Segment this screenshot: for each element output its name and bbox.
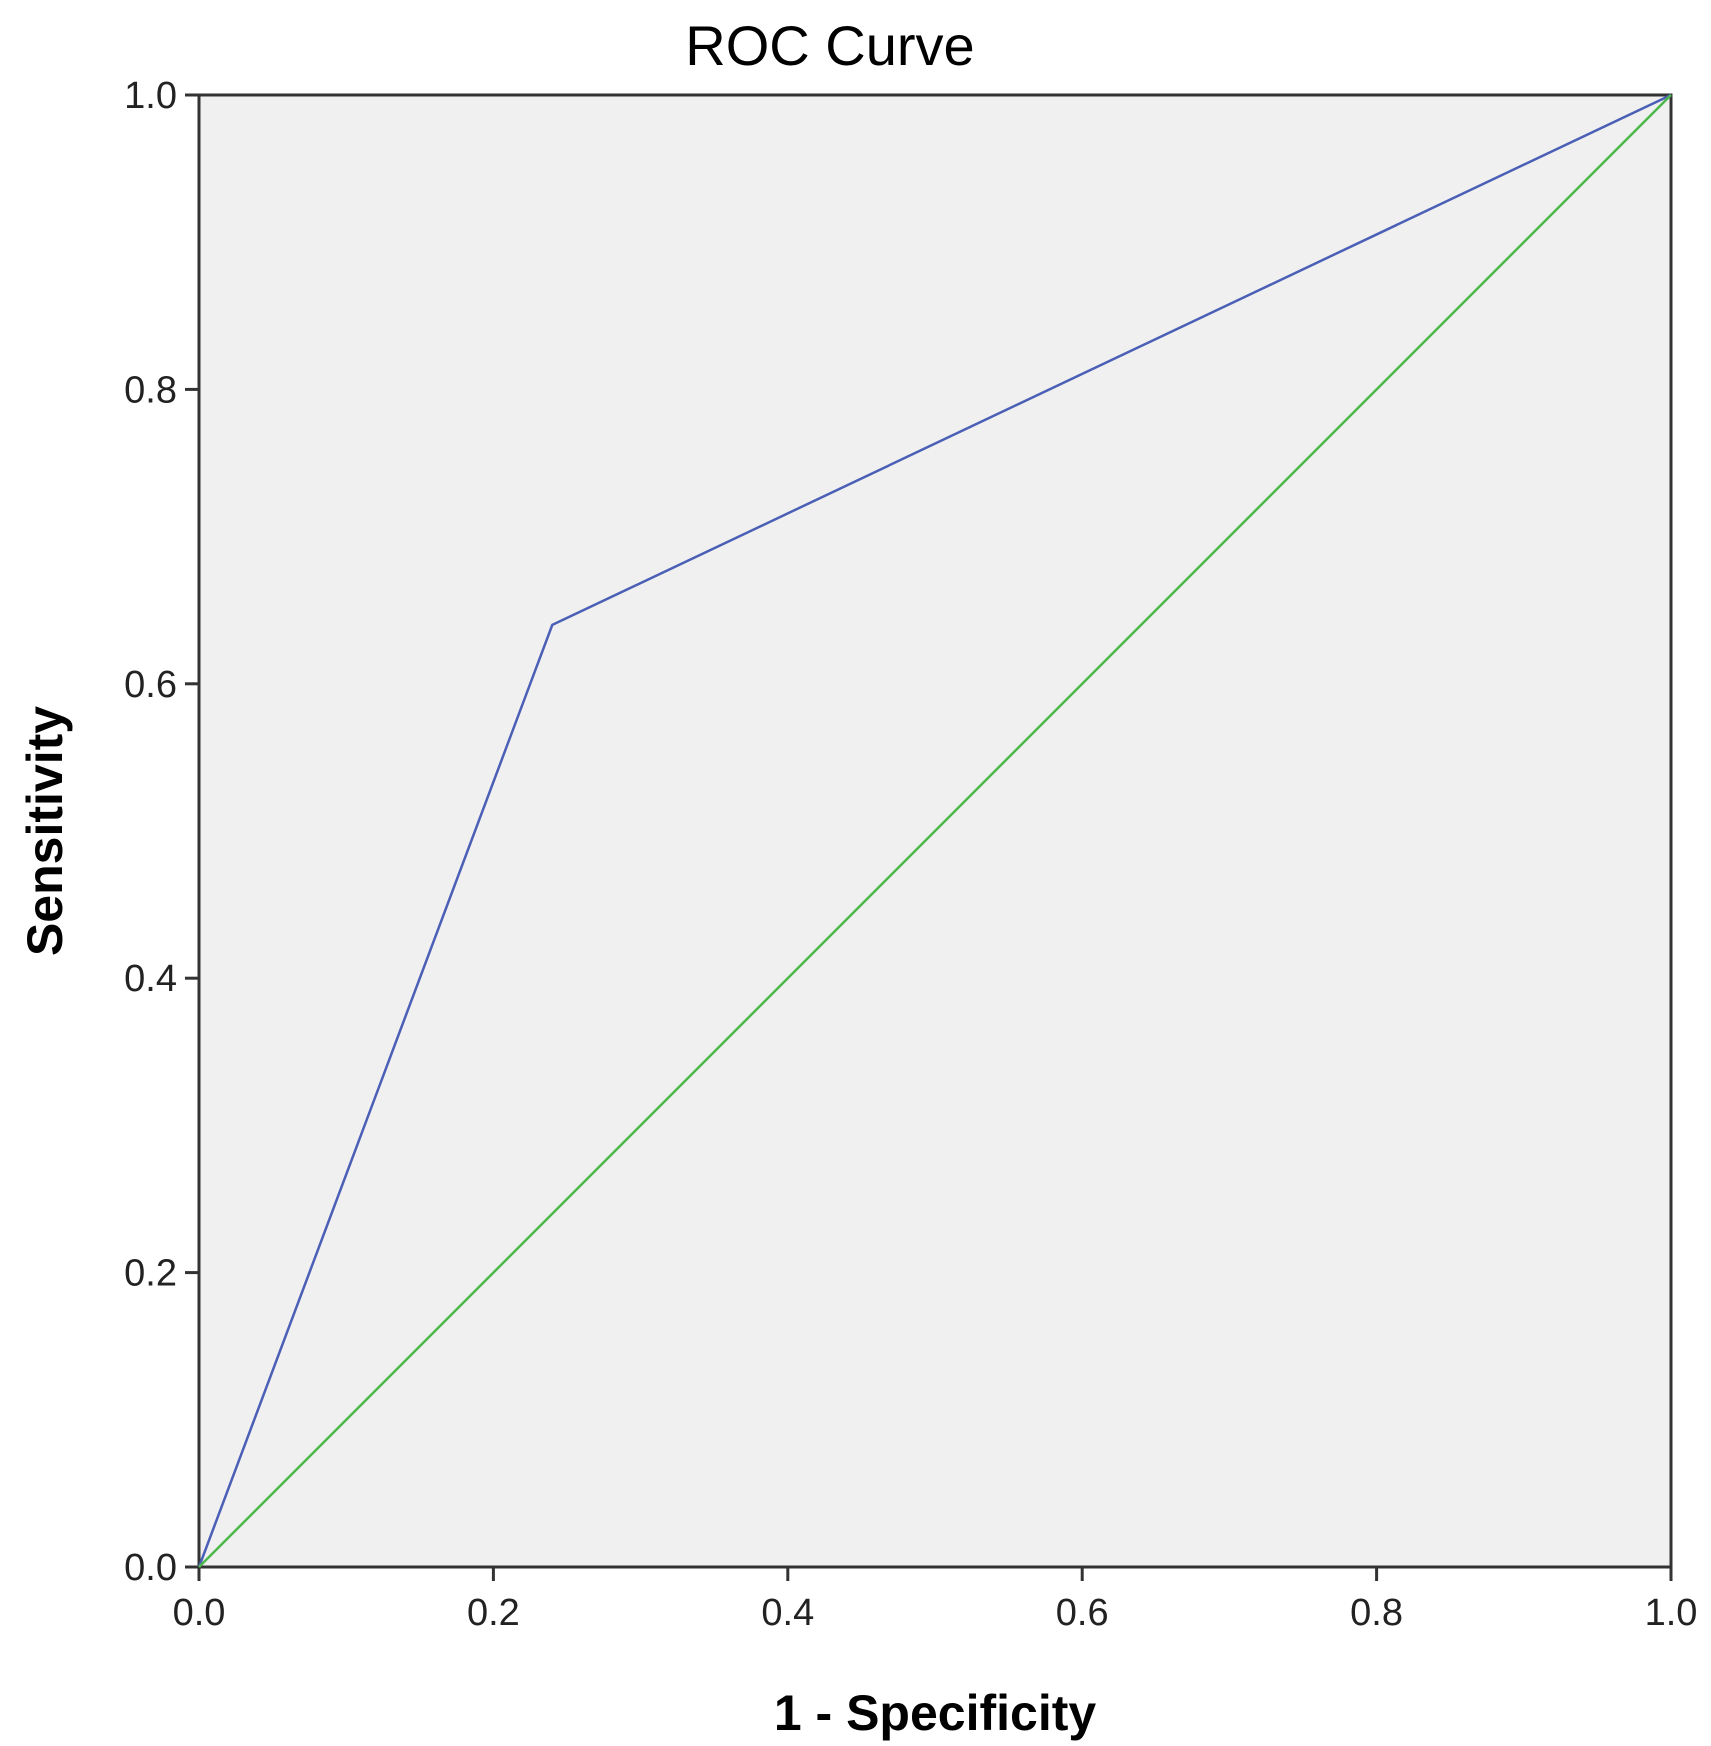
series-group bbox=[197, 93, 1672, 1568]
y-tick-label: 0.0 bbox=[124, 1547, 177, 1589]
y-tick-label: 0.8 bbox=[124, 369, 177, 411]
y-tick-label: 0.6 bbox=[124, 664, 177, 706]
x-axis-ticks: 0.0 0.2 0.4 0.6 0.8 1.0 bbox=[173, 1567, 1698, 1634]
x-tick-label: 0.4 bbox=[761, 1592, 814, 1634]
roc-curve-line bbox=[197, 93, 1672, 1568]
x-axis-label: 1 - Specificity bbox=[774, 1685, 1097, 1741]
x-tick-label: 0.2 bbox=[467, 1592, 520, 1634]
y-tick-label: 1.0 bbox=[124, 75, 177, 117]
x-tick-label: 0.0 bbox=[173, 1592, 226, 1634]
y-axis-label: Sensitivity bbox=[17, 706, 73, 956]
chart-title: ROC Curve bbox=[685, 14, 974, 77]
y-axis-ticks: 0.0 0.2 0.4 0.6 0.8 1.0 bbox=[124, 75, 199, 1589]
reference-diagonal-line bbox=[198, 94, 1672, 1568]
y-tick-label: 0.2 bbox=[124, 1253, 177, 1295]
x-tick-label: 0.6 bbox=[1056, 1592, 1109, 1634]
y-tick-label: 0.4 bbox=[124, 958, 177, 1000]
x-tick-label: 1.0 bbox=[1645, 1592, 1698, 1634]
x-tick-label: 0.8 bbox=[1350, 1592, 1403, 1634]
